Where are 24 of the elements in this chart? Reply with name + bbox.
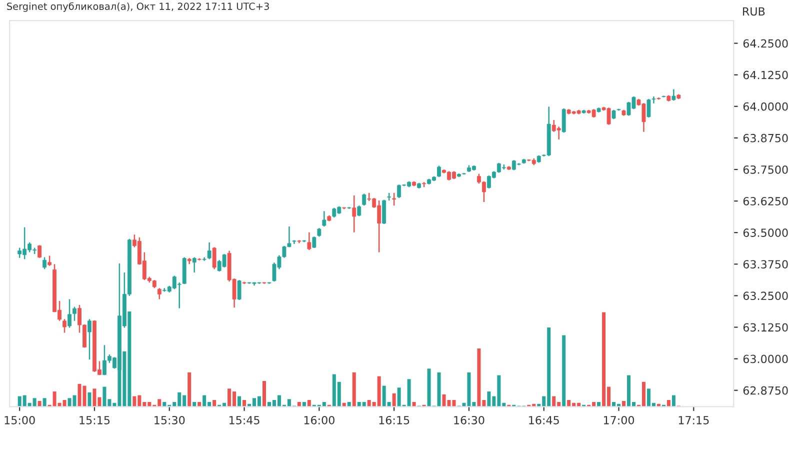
x-tick-label: 17:00	[604, 416, 634, 424]
y-tick-label: 63.8750	[743, 134, 788, 142]
y-tick-label: 64.2500	[743, 39, 788, 48]
y-tick-label: 63.2500	[743, 292, 788, 300]
y-tick-label: 62.8750	[743, 386, 788, 395]
y-tick-label: 63.3750	[743, 260, 788, 269]
x-tick-label: 15:30	[154, 416, 185, 424]
y-tick-label: 64.1250	[743, 70, 788, 80]
y-tick-label: 63.5000	[743, 228, 788, 237]
y-axis-title: RUB	[743, 7, 765, 16]
y-tick-label: 63.0000	[743, 354, 788, 364]
x-tick-label: 17:15	[678, 416, 709, 424]
y-tick-label: 63.6250	[743, 197, 788, 206]
x-tick-label: 16:45	[529, 416, 559, 424]
y-tick-label: 64.0000	[743, 102, 788, 111]
x-tick-label: 15:45	[229, 416, 260, 424]
y-tick-label: 63.7500	[743, 165, 788, 174]
x-tick-label: 15:15	[80, 416, 110, 424]
x-tick-label: 16:15	[379, 416, 410, 424]
y-tick-label: 63.1250	[743, 323, 788, 332]
x-tick-label: 15:00	[4, 416, 35, 424]
text: Serginet опубликовал(а), Окт 11, 2022 17:11 UTC+3	[7, 2, 269, 12]
x-tick-label: 16:30	[454, 416, 484, 424]
x-tick-label: 16:00	[304, 416, 334, 424]
